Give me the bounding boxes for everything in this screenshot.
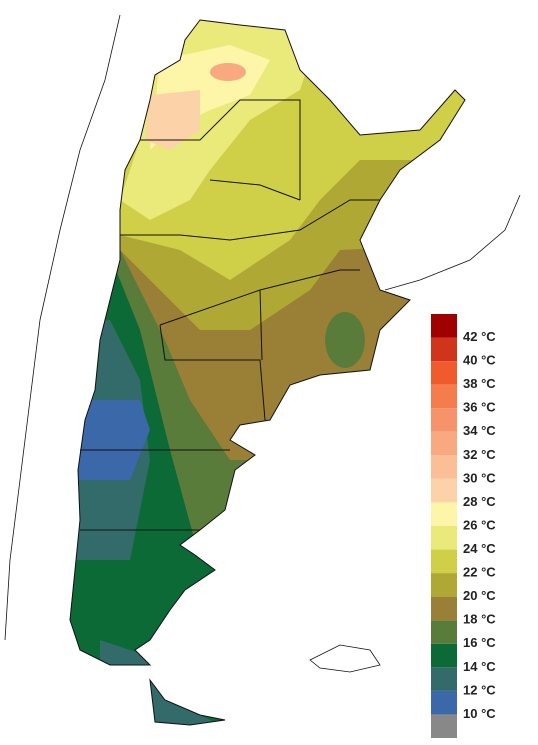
legend-swatch xyxy=(431,431,457,456)
legend-swatch xyxy=(431,502,457,526)
legend-swatch xyxy=(431,384,457,409)
legend-swatch xyxy=(431,573,457,597)
legend-label: 24 °C xyxy=(463,541,496,556)
legend-swatch xyxy=(431,714,457,738)
borders xyxy=(4,14,521,726)
legend-label: 10 °C xyxy=(463,706,496,721)
legend-swatch xyxy=(431,455,457,479)
legend-swatch xyxy=(431,643,457,668)
legend-swatch xyxy=(431,667,457,691)
legend-label: 20 °C xyxy=(463,588,496,603)
legend-label: 12 °C xyxy=(463,682,496,697)
legend-label: 14 °C xyxy=(463,659,496,674)
legend-label: 28 °C xyxy=(463,494,496,509)
legend-swatch xyxy=(431,596,457,621)
legend-swatch xyxy=(431,361,457,385)
legend-label: 26 °C xyxy=(463,517,496,532)
legend-swatch xyxy=(431,620,457,644)
legend-swatch xyxy=(431,408,457,432)
legend-swatch xyxy=(431,314,457,338)
legend-swatch xyxy=(431,337,457,362)
legend-label: 30 °C xyxy=(463,470,496,485)
legend-label: 42 °C xyxy=(463,329,496,344)
legend-label: 34 °C xyxy=(463,423,496,438)
legend-label: 22 °C xyxy=(463,565,496,580)
legend-swatch xyxy=(431,526,457,550)
legend-swatch xyxy=(431,690,457,715)
legend-label: 40 °C xyxy=(463,353,496,368)
legend: 42 °C 40 °C 38 °C 36 °C 34 °C 32 °C 30 °C 28 °C… xyxy=(431,314,496,738)
legend-label: 38 °C xyxy=(463,376,496,391)
legend-label: 36 °C xyxy=(463,400,496,415)
legend-label: 32 °C xyxy=(463,447,496,462)
legend-swatch xyxy=(431,478,457,503)
legend-label: 16 °C xyxy=(463,635,496,650)
legend-label: 18 °C xyxy=(463,612,496,627)
legend-swatch xyxy=(431,549,457,574)
